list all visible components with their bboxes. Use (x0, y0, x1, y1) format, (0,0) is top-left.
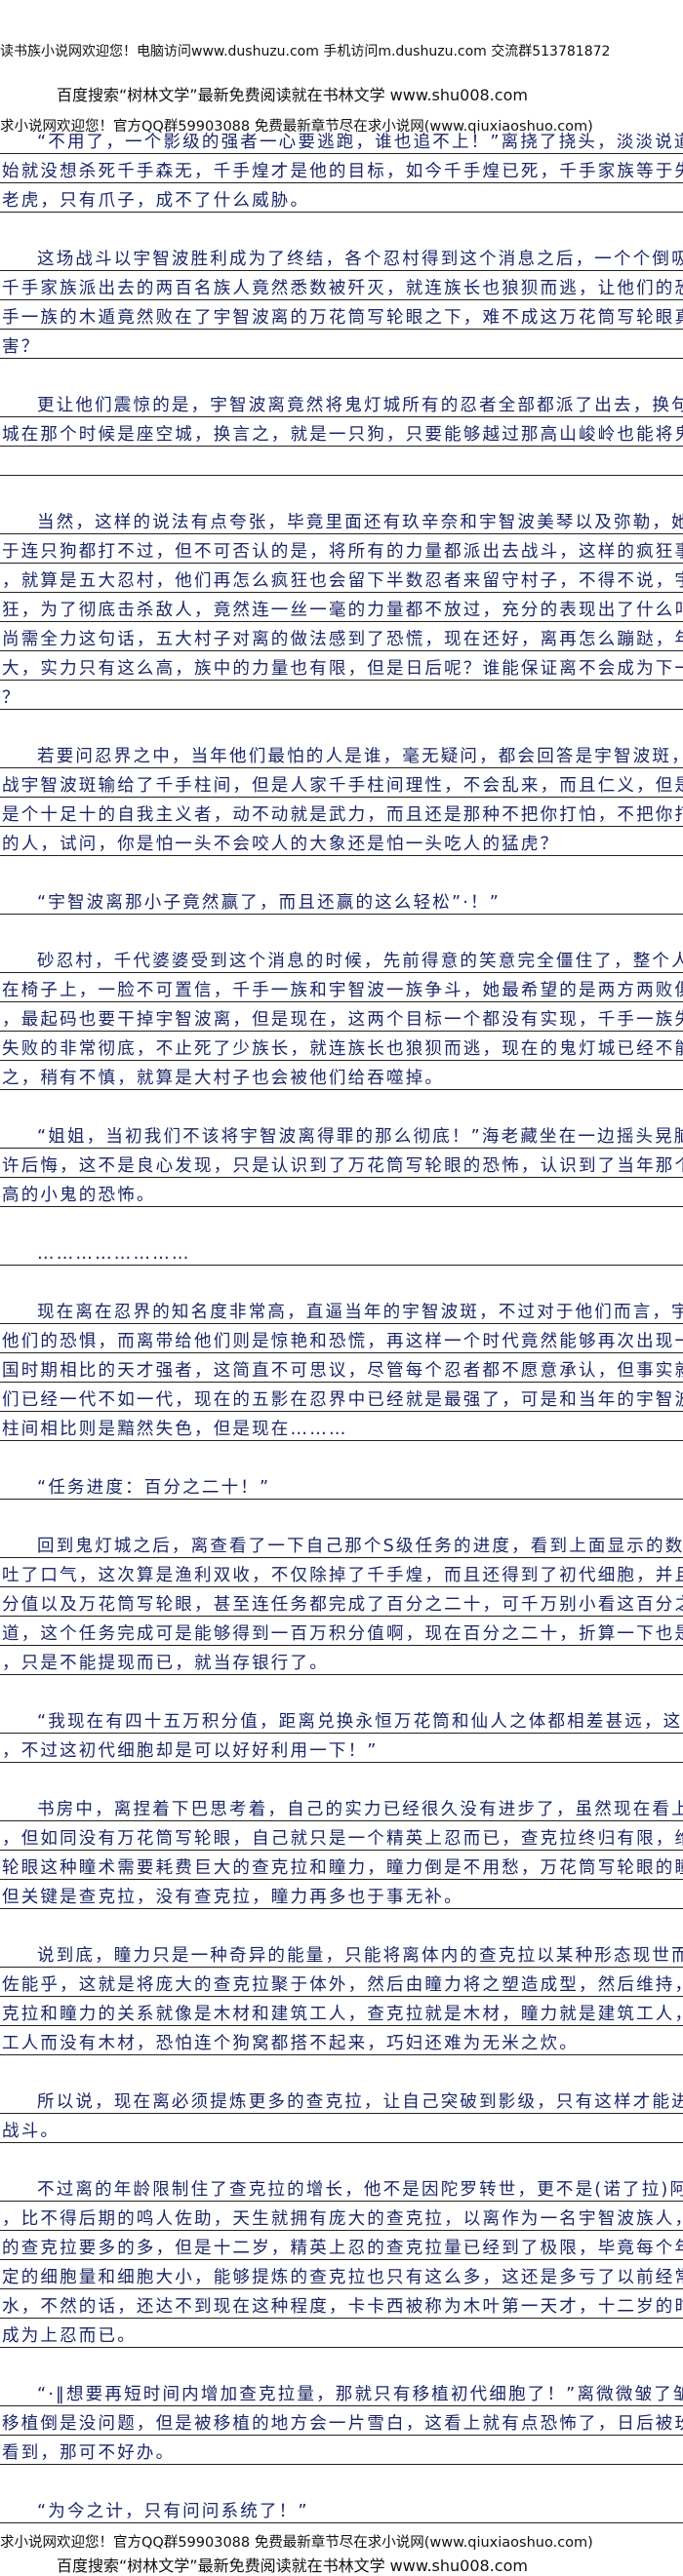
text-line: 水，不然的话，还达不到现在这种程度，卡卡西被称为木叶第一天才，十二岁的时候也才勉… (0, 2289, 683, 2319)
text-line: “我现在有四十五万积分值，距离兑换永恒万花筒和仙人之体都相差甚远，这个可以不急 (0, 1704, 683, 1734)
text-line: 他们的恐惧，而离带给他们则是惊艳和恐慌，再这样一个时代竟然能够再次出现一个能够与… (0, 1324, 683, 1353)
text-line: …………………… (0, 1236, 683, 1266)
text-line: 失败的非常彻底，不止死了少族长，就连族长也狼狈而逃，现在的鬼灯城已经不能以小势力… (0, 1032, 683, 1061)
paragraph: 更让他们震惊的是，宇智波离竟然将鬼灯城所有的忍者全部都派了出去，换句话说，鬼灯城… (0, 388, 683, 476)
text-line: 定的细胞量和细胞大小，能够提炼的查克拉也只有这么多，这还是多亏了以前经常服用生命… (0, 2260, 683, 2289)
text-line: 说到底，瞳力只是一种奇异的能量，只能将离体内的查克拉以某种形态现世而已，比如须 (0, 1938, 683, 1968)
text-line: 所以说，现在离必须提炼更多的查克拉，让自己突破到影级，只有这样才能进行长时间的 (0, 2085, 683, 2114)
text-line: 手一族的木遁竟然败在了宇智波离的万花筒写轮眼之下，难不成这万花筒写轮眼真的有这么… (0, 300, 683, 330)
chapter-content: “不用了，一个影级的强者一心要逃跑，谁也追不上！”离挠了挠头，淡淡说道，他一开始… (0, 125, 683, 2553)
text-line: 大，实力只有这么高，族中的力量也有限，但是日后呢？谁能保证离不会成为下一个宇智波… (0, 651, 683, 681)
text-line: 现在离在忍界的知名度非常高，直逼当年的宇智波斑，不过对于他们而言，宇智波斑带给 (0, 1295, 683, 1324)
text-line: 不过离的年龄限制住了查克拉的增长，他不是因陀罗转世，更不是(诺了拉)阿修罗投胎 (0, 2172, 683, 2202)
text-line: ？ (0, 681, 683, 710)
text-line: 但关键是查克拉，没有查克拉，瞳力再多也于事无补。 (0, 1880, 683, 1909)
text-line: 轮眼这种瞳术需要耗费巨大的查克拉和瞳力，瞳力倒是不用愁，万花筒写轮眼的瞳力很强大… (0, 1851, 683, 1880)
text-line: 书房中，离捏着下巴思考着，自己的实力已经很久没有进步了，虽然现在看上去好像很强 (0, 1792, 683, 1821)
footer-welcome-notice: 求小说网欢迎您！官方QQ群59903088 免费最新章节尽在求小说网(www.q… (0, 2535, 593, 2551)
text-line: 回到鬼灯城之后，离查看了一下自己那个S级任务的进度，看到上面显示的数据，离微微 (0, 1529, 683, 1558)
text-line: ，比不得后期的鸣人佐助，天生就拥有庞大的查克拉，以离作为一名宇智波族人，虽然比常… (0, 2202, 683, 2231)
paragraph: “不用了，一个影级的强者一心要逃跑，谁也追不上！”离挠了挠头，淡淡说道，他一开始… (0, 125, 683, 213)
paragraph: 回到鬼灯城之后，离查看了一下自己那个S级任务的进度，看到上面显示的数据，离微微吐… (0, 1529, 683, 1675)
paragraph: “姐姐，当初我们不该将宇智波离得罪的那么彻底！”海老藏坐在一边摇头晃脑，带着少许… (0, 1119, 683, 1207)
paragraph: “我现在有四十五万积分值，距离兑换永恒万花筒和仙人之体都相差甚远，这个可以不急，… (0, 1704, 683, 1763)
text-line: 吐了口气，这次算是渔利双收，不仅除掉了千手煌，而且还得到了初代细胞，并且还有十万… (0, 1558, 683, 1587)
text-line: 道，这个任务完成可是能够得到一百万积分值啊，现在百分之二十，折算一下也是二十万积… (0, 1617, 683, 1646)
text-line: 在椅子上，一脸不可置信，千手一族和宇智波一族争斗，她最希望的是两方两败俱伤，再不… (0, 973, 683, 1002)
text-line: 的查克拉要多的多，但是十二岁，精英上忍的查克拉量已经到了极限，毕竟每个年龄段都有… (0, 2231, 683, 2260)
text-line: 若要问忍界之中，当年他们最怕的人是谁，毫无疑问，都会回答是宇智波斑，虽然最终之 (0, 739, 683, 768)
text-line: 于连只狗都打不过，但不可否认的是，将所有的力量都派出去战斗，这样的疯狂事谁也不敢… (0, 534, 683, 564)
site-notice: 读书族小说网欢迎您！电脑访问www.dushuzu.com 手机访问m.dush… (0, 44, 611, 59)
text-line: ，但如同没有万花筒写轮眼，自己就只是一个精英上忍而已，查克拉终归有限，维持万花筒… (0, 1821, 683, 1851)
text-line: 战斗。 (0, 2114, 683, 2143)
text-line: 害？ (0, 330, 683, 359)
paragraph: 现在离在忍界的知名度非常高，直逼当年的宇智波斑，不过对于他们而言，宇智波斑带给他… (0, 1295, 683, 1441)
text-line: ，就算是五大忍村，他们再怎么疯狂也会留下半数忍者来留守村子，不得不说，宇智波离很… (0, 564, 683, 593)
footer-search-notice: 百度搜索“树林文学”最新免费阅读就在书林文学 www.shu008.com (57, 2556, 528, 2575)
paragraph: “任务进度：百分之二十！” (0, 1470, 683, 1500)
text-line: 柱间相比则是黯然失色，但是现在……… (0, 1412, 683, 1441)
paragraph: 这场战斗以宇智波胜利成为了终结，各个忍村得到这个消息之后，一个个倒吸了口冷气，千… (0, 242, 683, 359)
paragraph: 砂忍村，千代婆婆受到这个消息的时候，先前得意的笑意完全僵住了，整个人无力的瘫坐在… (0, 944, 683, 1090)
paragraph: …………………… (0, 1236, 683, 1266)
text-line: ，最起码也要干掉宇智波离，但是现在，这两个目标一个都没有实现，千手一族失败了，而… (0, 1002, 683, 1032)
text-line: 之，稍有不慎，就算是大村子也会被他们给吞噬掉。 (0, 1061, 683, 1090)
paragraph: “宇智波离那小子竟然赢了，而且还赢的这么轻松”·！” (0, 885, 683, 915)
text-line: 工人而没有木材，恐怕连个狗窝都搭不起来，巧妇还难为无米之炊。 (0, 2026, 683, 2055)
text-line: “宇智波离那小子竟然赢了，而且还赢的这么轻松”·！” (0, 885, 683, 915)
text-line: 战宇智波斑输给了千手柱间，但是人家千手柱间理性，不会乱来，而且仁义，但是斑不同，… (0, 768, 683, 798)
text-line: 佐能乎，这就是将庞大的查克拉聚于体外，然后由瞳力将之塑造成型，然后维持，换言之，… (0, 1968, 683, 1997)
paragraph: 当然，这样的说法有点夸张，毕竟里面还有玖辛奈和宇智波美琴以及弥勒，她们三个不至于… (0, 505, 683, 710)
text-line: “·‖想要再短时间内增加查克拉量，那就只有移植初代细胞了！”离微微皱了皱眉头， (0, 2377, 683, 2406)
text-line: 的人，试问，你是怕一头不会咬人的大象还是怕一头吃人的猛虎？ (0, 827, 683, 856)
paragraph: 书房中，离捏着下巴思考着，自己的实力已经很久没有进步了，虽然现在看上去好像很强，… (0, 1792, 683, 1909)
text-line: 看到，那可不好办。 (0, 2436, 683, 2465)
text-line: 许后悔，这不是良心发现，只是认识到了万花筒写轮眼的恐怖，认识到了当年那个只有他们… (0, 1149, 683, 1178)
paragraph: 所以说，现在离必须提炼更多的查克拉，让自己突破到影级，只有这样才能进行长时间的战… (0, 2085, 683, 2143)
search-notice: 百度搜索“树林文学”最新免费阅读就在书林文学 www.shu008.com (57, 86, 528, 104)
paragraph: “·‖想要再短时间内增加查克拉量，那就只有移植初代细胞了！”离微微皱了皱眉头，移… (0, 2377, 683, 2465)
text-line: 城在那个时候是座空城，换言之，就是一只狗，只要能够越过那高山峻岭也能将鬼灯城霸占… (0, 417, 683, 447)
text-line: 更让他们震惊的是，宇智波离竟然将鬼灯城所有的忍者全部都派了出去，换句话说，鬼灯 (0, 388, 683, 417)
text-line: 分值以及万花筒写轮眼，甚至连任务都完成了百分之二十，可千万别小看这百分之二十，要… (0, 1587, 683, 1617)
text-line: ，不过这初代细胞却是可以好好利用一下！” (0, 1734, 683, 1763)
text-line: 国时期相比的天才强者，这简直不可思议，尽管每个忍者都不愿意承认，但事实就如此，忍… (0, 1353, 683, 1383)
paragraph: 不过离的年龄限制住了查克拉的增长，他不是因陀罗转世，更不是(诺了拉)阿修罗投胎，… (0, 2172, 683, 2348)
text-line: 尚需全力这句话，五大村子对离的做法感到了恐慌，现在还好，离再怎么蹦跶，年龄只有这… (0, 622, 683, 651)
text-line: 这场战斗以宇智波胜利成为了终结，各个忍村得到这个消息之后，一个个倒吸了口冷气， (0, 242, 683, 271)
text-line: 老虎，只有爪子，成不了什么威胁。 (0, 183, 683, 213)
text-line: 狂，为了彻底击杀敌人，竟然连一丝一毫的力量都不放过，充分的表现出了什么叫狮子搏兔… (0, 593, 683, 622)
text-line: 是个十足十的自我主义者，动不动就是武力，而且还是那种不把你打怕，不把你打残就不收… (0, 798, 683, 827)
text-line: “姐姐，当初我们不该将宇智波离得罪的那么彻底！”海老藏坐在一边摇头晃脑，带着少 (0, 1119, 683, 1149)
text-line: “任务进度：百分之二十！” (0, 1470, 683, 1500)
text-line: “为今之计，只有问问系统了！” (0, 2494, 683, 2523)
paragraph: 说到底，瞳力只是一种奇异的能量，只能将离体内的查克拉以某种形态现世而已，比如须佐… (0, 1938, 683, 2055)
text-line: 成为上忍而已。 (0, 2319, 683, 2348)
ruled-line (0, 447, 683, 476)
paragraph: “为今之计，只有问问系统了！” (0, 2494, 683, 2523)
text-line: 高的小鬼的恐怖。 (0, 1178, 683, 1207)
text-line: 当然，这样的说法有点夸张，毕竟里面还有玖辛奈和宇智波美琴以及弥勒，她们三个不至 (0, 505, 683, 534)
text-line: “不用了，一个影级的强者一心要逃跑，谁也追不上！”离挠了挠头，淡淡说道，他一开 (0, 125, 683, 154)
text-line: 移植倒是没问题，但是被移植的地方会一片雪白，这看上就有点恐怖了，日后被玖辛奈和美… (0, 2406, 683, 2436)
paragraph: 若要问忍界之中，当年他们最怕的人是谁，毫无疑问，都会回答是宇智波斑，虽然最终之战… (0, 739, 683, 856)
welcome-notice: 求小说网欢迎您！官方QQ群59903088 免费最新章节尽在求小说网(www.q… (0, 119, 593, 135)
text-line: 千手家族派出去的两百名族人竟然悉数被歼灭，就连族长也狼狈而逃，让他们的恐惧的是，… (0, 271, 683, 300)
text-line: 们已经一代不如一代，现在的五影在忍界中已经就是最强了，可是和当年的宇智波斑以及千… (0, 1383, 683, 1412)
text-line: ，只是不能提现而已，就当存银行了。 (0, 1646, 683, 1675)
text-line: 克拉和瞳力的关系就像是木材和建筑工人，查克拉就是木材，瞳力就是建筑工人，你光有建… (0, 1997, 683, 2026)
text-line: 砂忍村，千代婆婆受到这个消息的时候，先前得意的笑意完全僵住了，整个人无力的瘫坐 (0, 944, 683, 973)
text-line: 始就没想杀死千手森无，千手煌才是他的目标，如今千手煌已死，千手家族等于失去了牙齿… (0, 154, 683, 183)
